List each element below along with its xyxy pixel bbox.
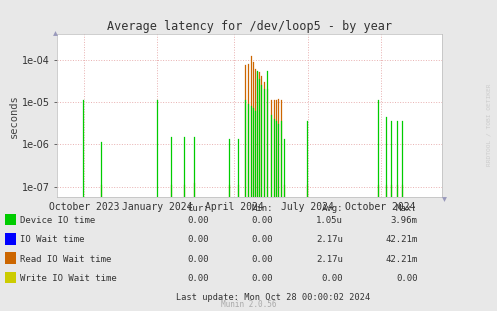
Text: 0.00: 0.00 xyxy=(252,216,273,225)
Text: Device IO time: Device IO time xyxy=(20,216,95,225)
Text: Cur:: Cur: xyxy=(187,204,209,213)
Text: 0.00: 0.00 xyxy=(187,235,209,244)
Text: Min:: Min: xyxy=(252,204,273,213)
Text: 3.96m: 3.96m xyxy=(391,216,417,225)
Text: 0.00: 0.00 xyxy=(187,255,209,263)
Text: Write IO Wait time: Write IO Wait time xyxy=(20,274,117,283)
Y-axis label: seconds: seconds xyxy=(9,94,19,138)
Text: Munin 2.0.56: Munin 2.0.56 xyxy=(221,300,276,309)
Text: 2.17u: 2.17u xyxy=(316,255,343,263)
Text: 0.00: 0.00 xyxy=(396,274,417,283)
Text: 0.00: 0.00 xyxy=(252,235,273,244)
Text: 1.05u: 1.05u xyxy=(316,216,343,225)
Text: Read IO Wait time: Read IO Wait time xyxy=(20,255,111,263)
Text: IO Wait time: IO Wait time xyxy=(20,235,84,244)
Text: 0.00: 0.00 xyxy=(252,255,273,263)
Text: Last update: Mon Oct 28 00:00:02 2024: Last update: Mon Oct 28 00:00:02 2024 xyxy=(176,293,370,302)
Text: 0.00: 0.00 xyxy=(252,274,273,283)
Text: 2.17u: 2.17u xyxy=(316,235,343,244)
Text: 0.00: 0.00 xyxy=(322,274,343,283)
Title: Average latency for /dev/loop5 - by year: Average latency for /dev/loop5 - by year xyxy=(107,20,392,33)
Text: Max:: Max: xyxy=(396,204,417,213)
Text: 0.00: 0.00 xyxy=(187,274,209,283)
Text: 42.21m: 42.21m xyxy=(385,255,417,263)
Text: RRDTOOL / TOBI OETIKER: RRDTOOL / TOBI OETIKER xyxy=(486,83,491,166)
Text: 0.00: 0.00 xyxy=(187,216,209,225)
Text: Avg:: Avg: xyxy=(322,204,343,213)
Text: 42.21m: 42.21m xyxy=(385,235,417,244)
